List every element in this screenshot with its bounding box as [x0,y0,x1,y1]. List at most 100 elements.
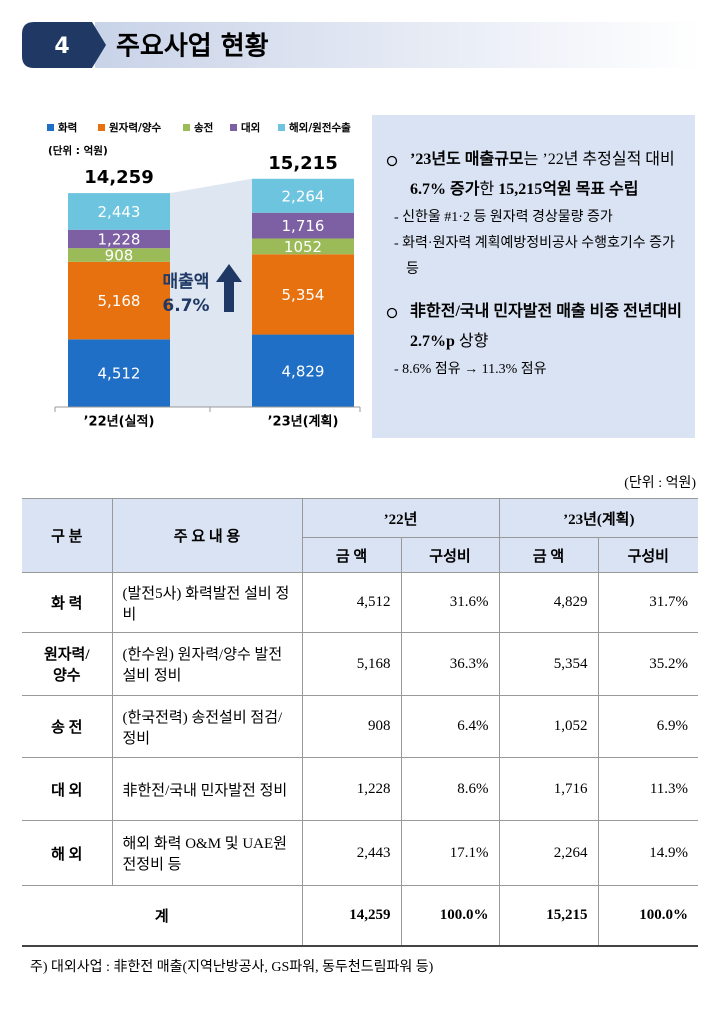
bar-segment [68,193,170,230]
header-cell: 구성비 [400,537,500,573]
cell: 2,264 [498,820,599,886]
cell: 100.0% [597,885,699,947]
bullet: ’23년도 매출규모는 ’22년 추정실적 대비 6.7% 증가한 15,215… [384,145,687,205]
bullet-text: 는 ’22년 추정실적 대비 [523,151,675,168]
header-badge [22,22,106,68]
header-cell: ’22년 [301,498,500,538]
data-row: 원자력/ 양수 (한수원) 원자력/양수 발전설비 정비 5,168 36.3% 5,3… [22,632,699,696]
cell: 2,443 [301,820,402,886]
sub-bullet: - 화력·원자력 계획예방정비공사 수행호기수 증가 등 [394,236,675,277]
legend-swatch [98,124,105,131]
cell: 해외 화력 O&M 및 UAE원전정비 등 [111,820,303,886]
cell: 5,168 [301,632,402,696]
chart-unit: (단위 : 억원) [48,144,108,157]
legend-label: 해외/원전수출 [289,121,351,134]
cell: 35.2% [597,632,699,696]
value-label: 2,264 [282,187,325,205]
bar-segment [68,261,170,340]
annotation: 6.7% [162,296,209,316]
value-label: 4,512 [98,365,141,383]
cell: 8.6% [400,757,500,821]
bullet-circle [386,307,398,319]
legend-swatch [278,124,285,131]
annotation: 매출액 [163,272,210,292]
bullet-mark [386,307,398,319]
cell: 31.6% [400,572,500,633]
bar-segment [68,248,170,262]
total-label: 15,215 [268,153,337,174]
total-label: 14,259 [84,167,153,188]
sub-bullet: - 8.6% 점유 → 11.3% 점유 [394,362,547,377]
data-row: 대 외 非한전/국내 민자발전 정비 1,228 8.6% 1,716 11.3% [22,757,699,821]
legend-label: 대외 [241,121,260,134]
bar-segment [252,254,354,335]
header-cell: 금 액 [302,537,402,573]
cell: 31.7% [597,572,699,633]
cell: 4,512 [301,572,402,633]
cell: 1,716 [498,757,599,821]
value-label: 1,228 [98,230,141,248]
header-cell: 금 액 [498,537,599,573]
cell: 14,259 [301,885,402,947]
bar-segment [68,339,170,407]
bar-segment [252,212,354,239]
bullet-text: 한 [479,181,499,198]
cell: 5,354 [498,632,599,696]
data-row: 해 외 해외 화력 O&M 및 UAE원전정비 등 2,443 17.1% 2,264 1… [22,820,699,886]
value-label: 5,354 [282,286,325,304]
cell: (한수원) 원자력/양수 발전설비 정비 [111,632,303,696]
header-cell: 구 분 [22,498,113,573]
cell: 원자력/ 양수 [22,632,113,696]
bullet-text: 非한전/국내 민자발전 매출 비중 전년대비 2.7%p [410,303,682,350]
cell: (한국전력) 송전설비 점검/정비 [111,695,303,758]
cell: 36.3% [400,632,500,696]
value-label: 1,716 [282,217,325,235]
cell: 4,829 [498,572,599,633]
section-title: 주요사업 현황 [116,32,269,62]
bar-segment [68,229,170,249]
value-label: 5,168 [98,292,141,310]
growth-band [170,178,252,407]
bar-segment [252,178,354,213]
bullet: 非한전/국내 민자발전 매출 비중 전년대비 2.7%p 상향 [384,297,687,357]
legend-swatch [183,124,190,131]
cell: 17.1% [400,820,500,886]
bullet-text: 6.7% 증가 [410,181,480,198]
cell: 908 [301,695,402,758]
footnote: 주) 대외사업 : 非한전 매출(지역난방공사, GS파워, 동두천드림파워 등… [30,960,434,975]
total-row: 계 14,259 100.0% 15,215 100.0% [22,885,699,947]
cell: 1,052 [498,695,599,758]
data-row: 화 력 (발전5사) 화력발전 설비 정비 4,512 31.6% 4,829 31.7% [22,572,699,633]
header-row: 금 액 구성비 금 액 구성비 [22,537,699,573]
cell: 6.4% [400,695,500,758]
table-unit: (단위 : 억원) [624,476,696,491]
cell: 1,228 [301,757,402,821]
value-label: 908 [105,246,134,264]
header-cell: ’23년(계획) [498,498,699,538]
bullet-text: 상향 [454,333,489,350]
legend-label: 송전 [194,121,213,134]
x-tick-label: ’23년(계획) [268,414,339,430]
cell: 해 외 [22,820,113,886]
cell: 14.9% [597,820,699,886]
cell: 화 력 [22,572,113,633]
header-and-chart: 4 주요사업 현황 화력 원자력/양수 송전 대외 해외/원전수출 (단위 : 억원) 4,… [22,22,700,430]
cell: 15,215 [498,885,599,947]
section-number: 4 [54,34,69,59]
value-label: 4,829 [282,362,325,380]
cell: 대 외 [22,757,113,821]
bullet-text: 15,215억원 목표 수립 [498,181,639,198]
cell: 6.9% [597,695,699,758]
legend-label: 원자력/양수 [109,121,161,134]
data-row: 송 전 (한국전력) 송전설비 점검/정비 908 6.4% 1,052 6.9% [22,695,699,758]
bar-segment [252,334,354,407]
value-label: 1052 [284,238,322,256]
cell: (발전5사) 화력발전 설비 정비 [111,572,303,633]
header-cell: 구성비 [597,537,699,573]
cell: 11.3% [597,757,699,821]
cell: 100.0% [400,885,500,947]
summary-box: ’23년도 매출규모는 ’22년 추정실적 대비 6.7% 증가한 15,215… [372,115,695,438]
